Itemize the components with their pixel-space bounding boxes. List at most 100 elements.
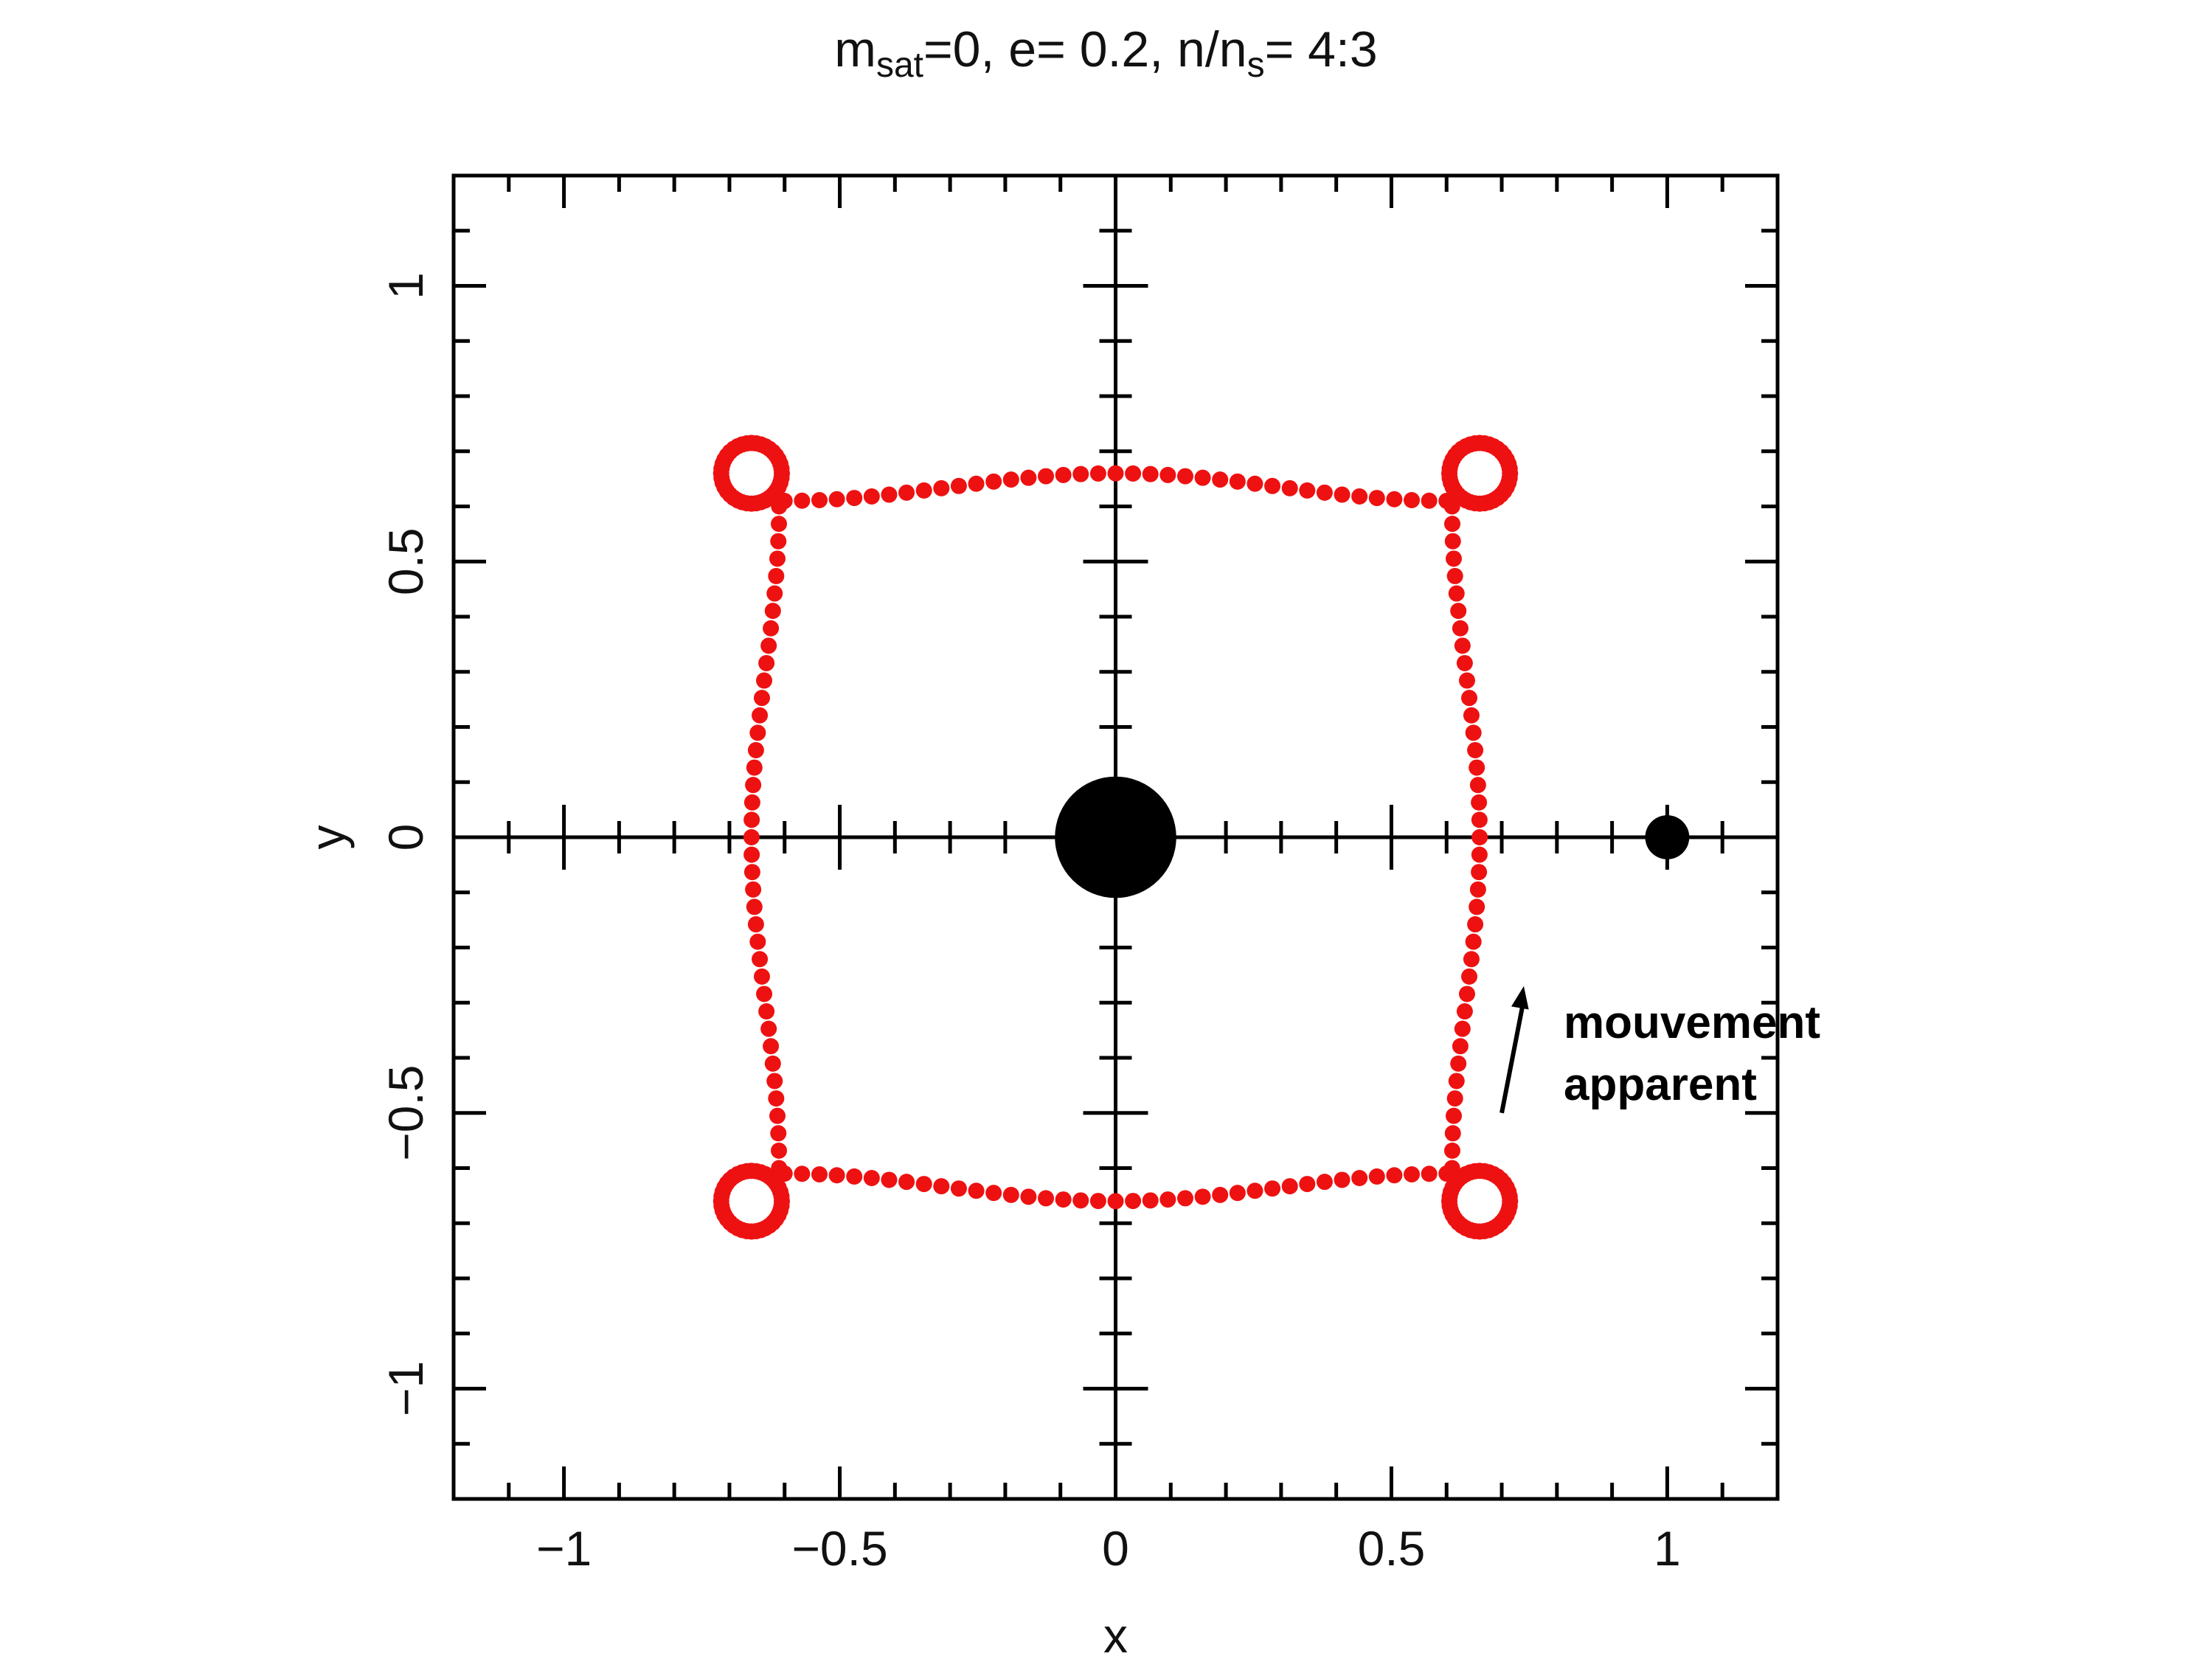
y-tick-label: −0.5 [378, 1065, 433, 1161]
orbit-point [768, 567, 785, 584]
orbit-point [749, 933, 766, 950]
orbit-point [1368, 1168, 1385, 1185]
orbit-point [1125, 465, 1142, 482]
orbit-point [811, 492, 828, 509]
orbit-point [828, 1167, 845, 1184]
orbit-point [1020, 469, 1037, 486]
orbit-point [743, 811, 760, 828]
title-tail: = 4:3 [1264, 21, 1378, 77]
orbit-point [1247, 1182, 1263, 1199]
x-axis-label: x [1103, 1608, 1128, 1659]
orbit-point [756, 672, 773, 689]
orbit-point [1461, 968, 1478, 985]
orbit-point [1264, 1180, 1281, 1197]
orbit-point [1471, 829, 1488, 845]
orbit-point [743, 829, 760, 845]
orbit-point [1471, 811, 1488, 828]
orbit-point [1386, 1167, 1403, 1184]
orbit-point [1125, 1193, 1142, 1210]
orbit-point [1454, 637, 1471, 654]
orbit-point [863, 488, 880, 505]
orbit-point [950, 477, 967, 494]
orbit-point [1002, 471, 1019, 488]
orbit-point [1501, 470, 1518, 487]
orbit-point [746, 759, 763, 776]
orbit-point [758, 654, 775, 671]
orbit-point [846, 1168, 863, 1185]
annotation-line-2: apparent [1564, 1059, 1757, 1110]
orbit-point [769, 550, 786, 567]
orbit-point [1404, 1166, 1421, 1182]
orbit-point [933, 479, 950, 496]
orbit-point [743, 794, 760, 811]
orbit-point [1458, 672, 1475, 689]
orbit-point [1501, 1197, 1518, 1214]
orbit-point [753, 690, 770, 707]
orbit-point [1471, 846, 1488, 863]
orbit-point [1072, 1192, 1089, 1209]
orbit-point [1467, 916, 1484, 933]
orbit-point [752, 951, 769, 968]
orbit-point [1461, 690, 1478, 707]
orbit-point [1212, 471, 1229, 488]
orbit-point [1465, 933, 1482, 950]
orbit-point [1445, 1107, 1462, 1124]
orbit-point [1264, 477, 1281, 494]
orbit-point [1456, 1003, 1473, 1020]
orbit-point [950, 1180, 967, 1197]
orbit-point [766, 1073, 783, 1090]
orbit-point [743, 846, 760, 863]
orbit-point [881, 1171, 898, 1188]
orbit-point [752, 707, 769, 724]
orbit-point [1469, 898, 1485, 915]
orbit-point [1229, 1185, 1246, 1202]
orbit-point [1452, 620, 1469, 637]
orbit-point [1463, 707, 1480, 724]
orbit-point [1471, 864, 1488, 881]
orbit-point [770, 533, 787, 550]
orbit-point [1038, 468, 1055, 485]
orbit-point [1450, 1055, 1467, 1072]
orbit-point [985, 473, 1002, 490]
orbit-point [1299, 1176, 1316, 1193]
orbit-point [1368, 490, 1385, 507]
orbit-point [811, 1166, 828, 1182]
orbit-point [1452, 1038, 1469, 1055]
orbit-point [1159, 466, 1176, 483]
orbit-point [1334, 1171, 1351, 1188]
orbit-point [1176, 1190, 1193, 1207]
orbit-point [773, 1197, 790, 1214]
orbit-point [1404, 492, 1421, 509]
orbit-point [1142, 465, 1159, 482]
orbit-point [1142, 1192, 1159, 1209]
orbit-point [1002, 1186, 1019, 1203]
orbit-point [1456, 654, 1473, 671]
orbit-point [1089, 1193, 1106, 1210]
orbit-point [1299, 482, 1316, 499]
orbit-point [756, 986, 773, 1002]
orbit-point [747, 741, 764, 758]
x-tick-label: −0.5 [791, 1521, 887, 1576]
orbit-point [766, 585, 783, 602]
orbit-point [1467, 741, 1484, 758]
orbit-point [753, 968, 770, 985]
orbit-point [1107, 1193, 1124, 1210]
orbit-point [773, 470, 790, 487]
orbit-point [1176, 468, 1193, 485]
orbit-point [1446, 567, 1463, 584]
orbit-point [1351, 1170, 1368, 1187]
annotation-arrow-head [1511, 986, 1529, 1010]
title-m: m [834, 21, 876, 77]
title-n-subscript: s [1247, 46, 1265, 85]
title-middle: =0, e= 0.2, n/n [923, 21, 1247, 77]
orbit-point [1038, 1190, 1055, 1207]
orbit-point [763, 1038, 780, 1055]
chart-title: msat=0, e= 0.2, n/ns= 4:3 [0, 21, 2212, 86]
orbit-point [768, 1090, 785, 1107]
orbit-point [1421, 492, 1438, 509]
orbit-point [1446, 1090, 1463, 1107]
orbit-point [764, 603, 781, 620]
orbit-point [1281, 479, 1298, 496]
orbit-point [915, 1176, 932, 1193]
orbit-point [1212, 1186, 1229, 1203]
